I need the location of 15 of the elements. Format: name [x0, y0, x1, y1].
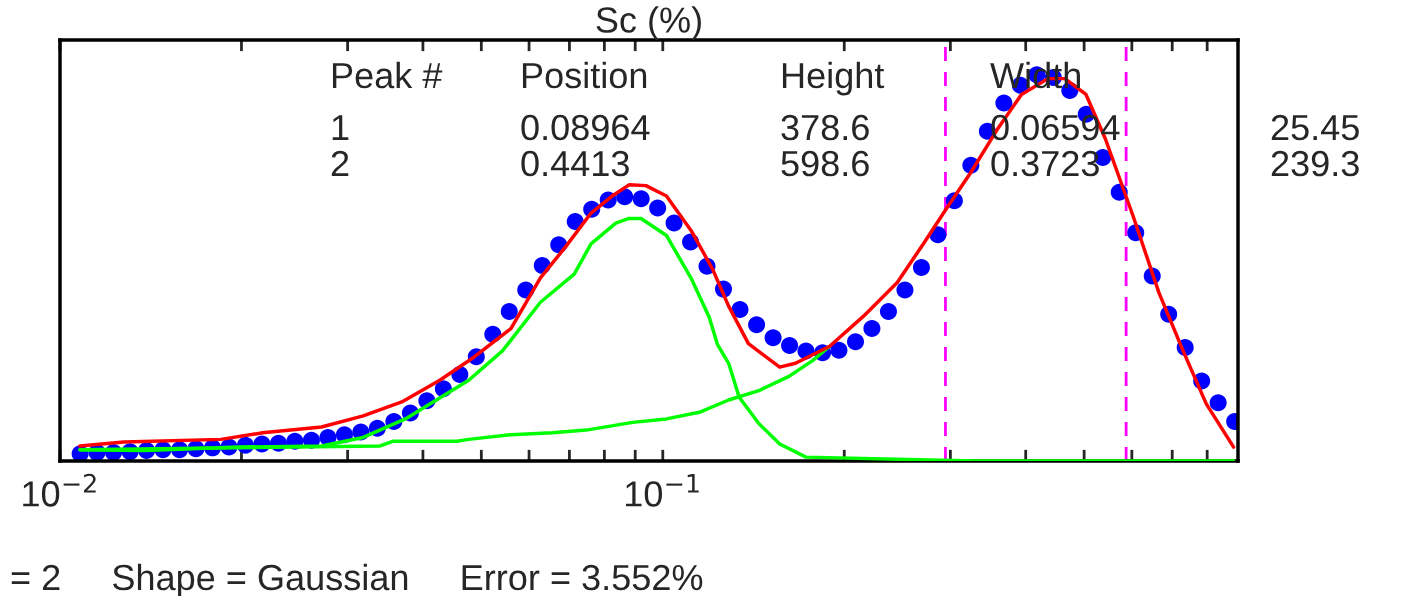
annotation: 378.6: [781, 114, 869, 141]
x-tick-label: 10$^{−2}$: [23, 473, 96, 507]
text: 239.3: [1271, 150, 1359, 177]
annotation: Position: [522, 61, 647, 89]
annotation: Peak #: [332, 61, 443, 89]
annotation: 0.08964: [521, 114, 650, 141]
annotation: 0.3723: [991, 150, 1099, 177]
annotation: 598.6: [781, 150, 869, 177]
chart-title: Sc (%): [596, 6, 701, 40]
text: 25.45: [1271, 114, 1359, 141]
annotation: 1: [332, 115, 349, 140]
annotation: 0.4413: [521, 150, 629, 177]
x-tick-label: 10$^{−1}$: [626, 474, 699, 507]
annotation: 2: [331, 150, 349, 176]
annotation: Height: [782, 61, 885, 96]
